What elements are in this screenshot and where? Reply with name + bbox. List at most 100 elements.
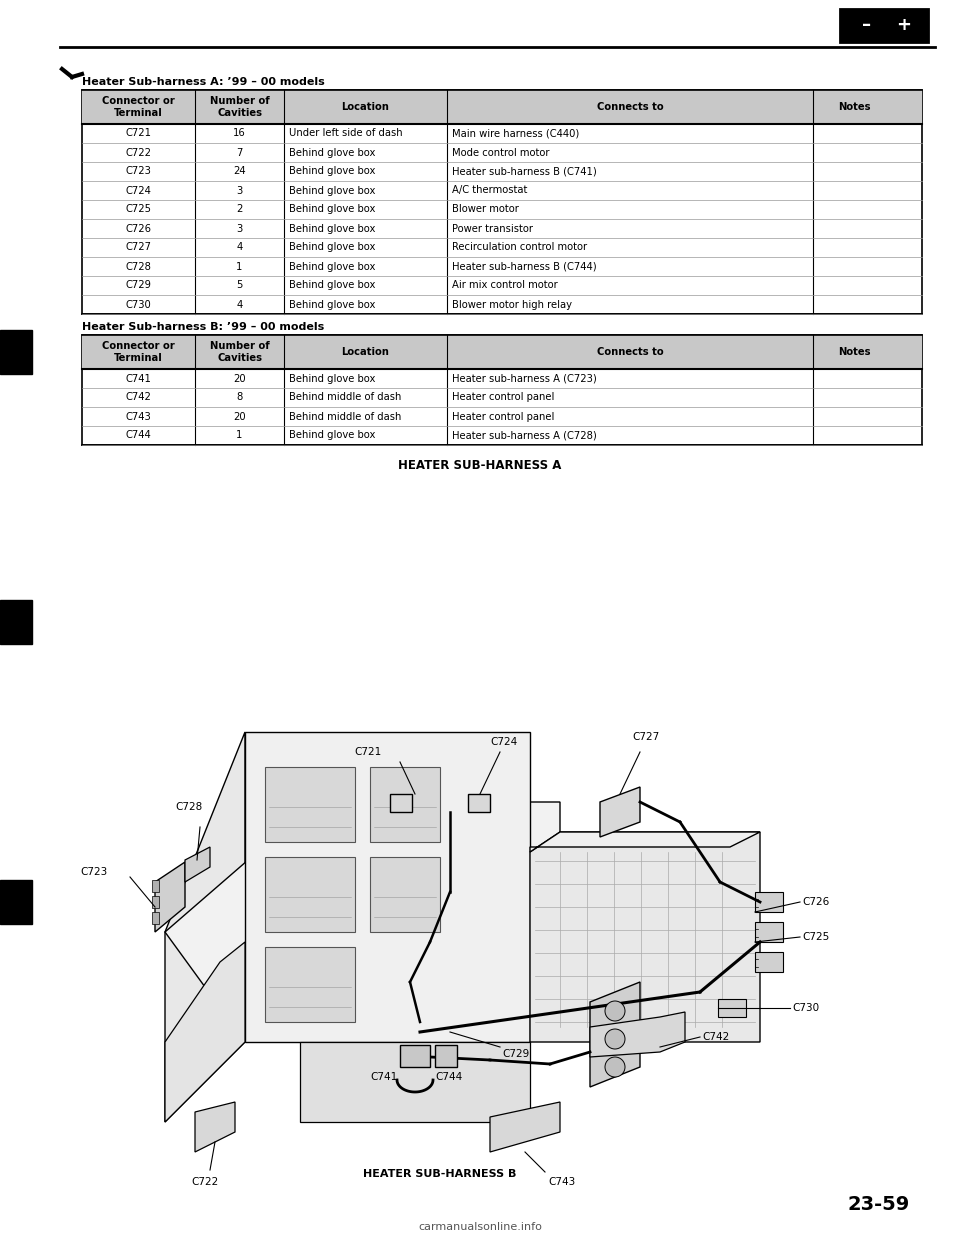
Polygon shape (530, 832, 760, 1042)
Text: Notes: Notes (838, 102, 871, 112)
Text: C727: C727 (632, 732, 660, 741)
Polygon shape (195, 1102, 235, 1153)
Bar (265, 946, 355, 1022)
Text: C728: C728 (126, 262, 152, 272)
Polygon shape (185, 847, 210, 882)
Text: Connects to: Connects to (597, 347, 663, 356)
Text: Notes: Notes (838, 347, 871, 356)
Text: C744: C744 (126, 431, 152, 441)
Text: 1: 1 (236, 262, 243, 272)
Bar (82, 89, 922, 314)
Text: Behind glove box: Behind glove box (289, 431, 375, 441)
Text: Blower motor: Blower motor (452, 205, 519, 215)
Text: Mode control motor: Mode control motor (452, 148, 550, 158)
Text: Connector or
Terminal: Connector or Terminal (103, 342, 175, 363)
Text: C721: C721 (126, 128, 152, 139)
Bar (390, 794, 412, 812)
Text: C727: C727 (126, 242, 152, 252)
Text: C742: C742 (126, 392, 152, 402)
Text: 24: 24 (233, 166, 246, 176)
Bar (152, 895, 159, 908)
Text: C729: C729 (126, 281, 152, 291)
Text: Recirculation control motor: Recirculation control motor (452, 242, 588, 252)
Text: Heater sub-harness B (C744): Heater sub-harness B (C744) (452, 262, 597, 272)
Text: 23-59: 23-59 (848, 1195, 910, 1213)
Polygon shape (600, 787, 640, 837)
Text: C723: C723 (126, 166, 152, 176)
Text: C724: C724 (490, 737, 517, 746)
Text: C743: C743 (548, 1177, 575, 1187)
Bar (435, 1045, 457, 1067)
Polygon shape (165, 802, 560, 1042)
Text: Behind glove box: Behind glove box (289, 299, 375, 309)
Text: carmanualsonline.info: carmanualsonline.info (418, 1222, 542, 1232)
Bar (152, 912, 159, 924)
Text: Main wire harness (C440): Main wire harness (C440) (452, 128, 580, 139)
Text: Heater control panel: Heater control panel (452, 411, 555, 421)
Text: +: + (896, 16, 911, 35)
Text: 4: 4 (236, 299, 243, 309)
Polygon shape (245, 732, 530, 1042)
Text: Behind glove box: Behind glove box (289, 148, 375, 158)
Text: 8: 8 (236, 392, 243, 402)
Polygon shape (155, 862, 185, 932)
Text: C722: C722 (191, 1177, 219, 1187)
Text: 20: 20 (233, 411, 246, 421)
Text: Heater Sub-harness A: ’99 – 00 models: Heater Sub-harness A: ’99 – 00 models (82, 77, 324, 87)
Text: Behind glove box: Behind glove box (289, 166, 375, 176)
Text: 1: 1 (236, 431, 243, 441)
Text: C728: C728 (175, 802, 203, 812)
Text: 3: 3 (236, 185, 243, 195)
Circle shape (605, 1057, 625, 1077)
Bar (0, 881, 32, 924)
Text: Blower motor high relay: Blower motor high relay (452, 299, 572, 309)
Text: C742: C742 (702, 1032, 730, 1042)
Text: Heater control panel: Heater control panel (452, 392, 555, 402)
Polygon shape (165, 732, 245, 1122)
Bar (82, 89, 922, 124)
Text: Location: Location (342, 347, 390, 356)
Text: 7: 7 (236, 148, 243, 158)
Bar (370, 768, 440, 842)
Text: C723: C723 (81, 867, 108, 877)
Polygon shape (165, 941, 245, 1122)
Text: Heater sub-harness A (C723): Heater sub-harness A (C723) (452, 374, 597, 384)
Circle shape (605, 1030, 625, 1049)
Text: C726: C726 (802, 897, 829, 907)
Polygon shape (490, 1102, 560, 1153)
Text: Connector or
Terminal: Connector or Terminal (103, 96, 175, 118)
Bar (400, 1045, 430, 1067)
Text: Behind middle of dash: Behind middle of dash (289, 392, 401, 402)
Text: C725: C725 (126, 205, 152, 215)
Bar (755, 922, 783, 941)
Text: 16: 16 (233, 128, 246, 139)
Bar (82, 335, 922, 445)
Bar (265, 768, 355, 842)
Text: C730: C730 (126, 299, 152, 309)
Text: 20: 20 (233, 374, 246, 384)
Text: 4: 4 (236, 242, 243, 252)
Text: 2: 2 (236, 205, 243, 215)
Text: Air mix control motor: Air mix control motor (452, 281, 558, 291)
Bar (755, 892, 783, 912)
Text: C725: C725 (802, 932, 829, 941)
Text: Behind glove box: Behind glove box (289, 281, 375, 291)
Text: Behind glove box: Behind glove box (289, 224, 375, 233)
Text: 5: 5 (236, 281, 243, 291)
Text: Power transistor: Power transistor (452, 224, 534, 233)
Text: C743: C743 (126, 411, 152, 421)
Bar (718, 999, 746, 1017)
Polygon shape (530, 832, 760, 852)
Text: 3: 3 (236, 224, 243, 233)
Polygon shape (590, 982, 640, 1087)
Text: Connects to: Connects to (597, 102, 663, 112)
Text: C721: C721 (355, 746, 382, 758)
Text: Behind glove box: Behind glove box (289, 262, 375, 272)
Bar (82, 335, 922, 369)
Text: A/C thermostat: A/C thermostat (452, 185, 528, 195)
Text: C724: C724 (126, 185, 152, 195)
Bar (840, 9, 928, 42)
Text: Behind glove box: Behind glove box (289, 205, 375, 215)
Text: Heater sub-harness B (C741): Heater sub-harness B (C741) (452, 166, 597, 176)
Bar (0, 330, 32, 374)
